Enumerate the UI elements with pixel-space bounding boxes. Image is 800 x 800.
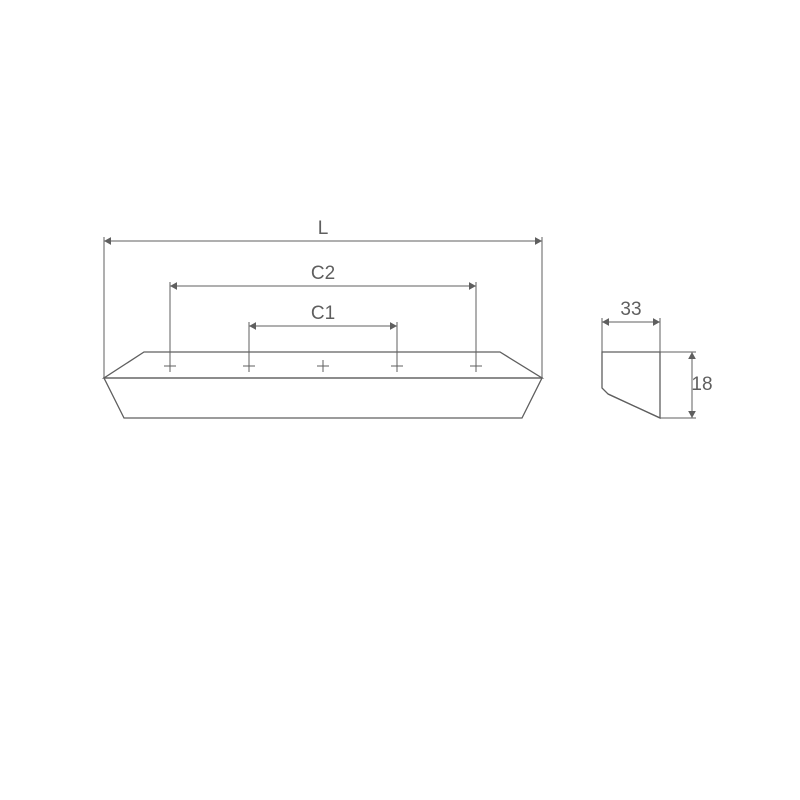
svg-text:C2: C2 [311,263,335,284]
svg-text:C1: C1 [311,303,335,324]
svg-text:33: 33 [620,299,641,320]
svg-text:L: L [318,218,329,239]
svg-text:18: 18 [691,374,712,395]
